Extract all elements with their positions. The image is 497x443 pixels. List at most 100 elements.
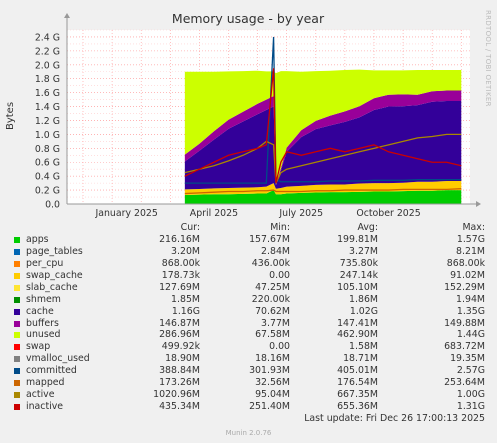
legend-avg: 147.41M	[337, 317, 378, 329]
header-min: Min:	[270, 222, 290, 233]
legend-min: 32.56M	[255, 377, 290, 389]
legend-max: 1.35G	[456, 305, 485, 317]
legend-swatch	[14, 236, 20, 243]
x-tick-label: January 2025	[94, 208, 157, 219]
legend-cur: 388.84M	[159, 365, 200, 377]
y-tick-label: 1.6 G	[35, 88, 60, 99]
legend-max: 19.35M	[450, 353, 485, 365]
legend-cur: 173.26M	[159, 377, 200, 389]
legend-row-mapped: mapped 173.26M 32.56M 176.54M 253.64M	[0, 377, 497, 389]
legend-min: 0.00	[269, 341, 290, 353]
line-inactive	[184, 68, 462, 184]
y-tick-label: 0.2 G	[35, 186, 60, 197]
legend-name: page_tables	[26, 245, 83, 257]
legend-max: 683.72M	[444, 341, 485, 353]
legend-avg: 199.81M	[337, 233, 378, 245]
legend-name: vmalloc_used	[26, 353, 90, 365]
header-cur: Cur:	[180, 222, 200, 233]
legend-row-vmalloc_used: vmalloc_used 18.90M 18.16M 18.71M 19.35M	[0, 353, 497, 365]
legend-avg: 655.36M	[337, 401, 378, 413]
legend-row-swap_cache: swap_cache 178.73k 0.00 247.14k 91.02M	[0, 270, 497, 282]
legend-row-cache: cache 1.16G 70.62M 1.02G 1.35G	[0, 306, 497, 318]
legend-name: cache	[26, 305, 54, 317]
legend-swatch	[14, 332, 20, 339]
area-buffers	[184, 90, 462, 186]
legend-min: 220.00k	[251, 293, 290, 305]
y-tick-labels: 0.0 0.2 G 0.4 G 0.6 G 0.8 G 1.0 G 1.2 G 1.4 G 1.…	[35, 32, 60, 210]
legend-swatch	[14, 248, 20, 255]
legend-swatch	[14, 272, 20, 279]
y-tick-label: 2.0 G	[35, 60, 60, 71]
legend-min: 47.25M	[255, 281, 290, 293]
legend-row-slab_cache: slab_cache 127.69M 47.25M 105.10M 152.29M	[0, 282, 497, 294]
legend-swatch	[14, 368, 20, 375]
last-update: Last update: Fri Dec 26 17:00:13 2025	[304, 413, 485, 424]
y-tick-label: 0.6 G	[35, 158, 60, 169]
legend-name: swap	[26, 341, 51, 353]
legend-name: apps	[26, 233, 49, 245]
legend-swatch	[14, 392, 20, 399]
legend-avg: 462.90M	[337, 329, 378, 341]
legend-min: 95.04M	[255, 389, 290, 401]
x-tick-label: April 2025	[190, 208, 238, 219]
legend-row-per_cpu: per_cpu 868.00k 436.00k 735.80k 868.00k	[0, 258, 497, 270]
legend-swatch	[14, 296, 20, 303]
rrdtool-watermark: RRDTOOL / TOBI OETIKER	[484, 10, 492, 107]
legend-avg: 735.80k	[339, 257, 378, 269]
x-tick-labels: January 2025 April 2025 July 2025 October 2…	[94, 208, 420, 219]
legend-avg: 1.02G	[349, 305, 378, 317]
legend-swatch	[14, 380, 20, 387]
legend-cur: 499.92k	[161, 341, 200, 353]
legend-avg: 247.14k	[339, 269, 378, 281]
legend-avg: 18.71M	[343, 353, 378, 365]
legend-row-unused: unused 286.96M 67.58M 462.90M 1.44G	[0, 329, 497, 341]
legend-max: 1.31G	[456, 401, 485, 413]
legend-max: 1.57G	[456, 233, 485, 245]
area-cache	[184, 100, 462, 190]
legend-cur: 435.34M	[159, 401, 200, 413]
legend-max: 868.00k	[446, 257, 485, 269]
legend-row-active: active 1020.96M 95.04M 667.35M 1.00G	[0, 389, 497, 401]
legend-cur: 127.69M	[159, 281, 200, 293]
y-tick-label: 1.8 G	[35, 74, 60, 85]
legend-cur: 216.16M	[159, 233, 200, 245]
legend-name: slab_cache	[26, 281, 78, 293]
header-max: Max:	[462, 222, 485, 233]
legend-cur: 178.73k	[161, 269, 200, 281]
legend-cur: 1.85M	[171, 293, 200, 305]
legend-name: swap_cache	[26, 269, 83, 281]
legend-min: 2.84M	[261, 245, 290, 257]
y-axis-arrow	[64, 13, 70, 18]
legend-cur: 1020.96M	[153, 389, 200, 401]
legend-swatch	[14, 356, 20, 363]
stacked-areas	[184, 69, 462, 204]
line-mapped	[184, 188, 462, 195]
legend-max: 91.02M	[450, 269, 485, 281]
line-active	[184, 133, 462, 184]
legend-min: 157.67M	[249, 233, 290, 245]
legend-row-inactive: inactive 435.34M 251.40M 655.36M 1.31G	[0, 401, 497, 413]
legend-max: 152.29M	[444, 281, 485, 293]
legend-swatch	[14, 308, 20, 315]
legend-max: 2.57G	[456, 365, 485, 377]
legend-swatch	[14, 344, 20, 351]
legend-max: 1.00G	[456, 389, 485, 401]
x-tick-label: July 2025	[278, 208, 323, 219]
legend-name: active	[26, 389, 55, 401]
legend-header: Cur: Min: Avg: Max:	[0, 222, 497, 234]
y-tick-label: 0.8 G	[35, 144, 60, 155]
legend-cur: 286.96M	[159, 329, 200, 341]
y-tick-label: 1.4 G	[35, 102, 60, 113]
memory-usage-chart: Memory usage - by year Bytes 0.0 0.2 G 0.4…	[5, 11, 481, 219]
legend-avg: 3.27M	[349, 245, 378, 257]
legend-avg: 176.54M	[337, 377, 378, 389]
legend-min: 3.77M	[261, 317, 290, 329]
legend-cur: 146.87M	[159, 317, 200, 329]
legend-min: 301.93M	[249, 365, 290, 377]
legend-max: 253.64M	[444, 377, 485, 389]
y-tick-label: 1.0 G	[35, 130, 60, 141]
series-lines	[184, 36, 462, 195]
legend-table: Cur: Min: Avg: Max: apps 216.16M 157.67M 19…	[0, 222, 497, 413]
legend-avg: 105.10M	[337, 281, 378, 293]
chart-title: Memory usage - by year	[172, 11, 325, 26]
